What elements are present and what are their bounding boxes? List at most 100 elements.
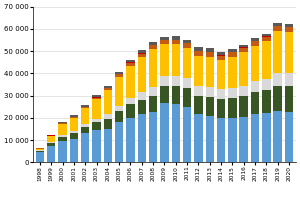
Bar [251, 38, 259, 41]
Bar [47, 142, 56, 143]
Bar [194, 114, 203, 162]
Bar [274, 26, 282, 31]
Bar [206, 87, 214, 97]
Bar [239, 85, 248, 95]
Bar [92, 95, 101, 97]
Bar [160, 76, 169, 85]
Bar [239, 95, 248, 117]
Bar [70, 131, 78, 133]
Bar [251, 46, 259, 81]
Bar [194, 95, 203, 114]
Bar [172, 40, 180, 45]
Bar [262, 79, 271, 90]
Bar [239, 47, 248, 48]
Bar [251, 92, 259, 114]
Bar [47, 146, 56, 162]
Bar [70, 133, 78, 139]
Bar [58, 137, 67, 141]
Bar [115, 122, 123, 162]
Bar [92, 119, 101, 122]
Bar [251, 41, 259, 46]
Bar [262, 41, 271, 79]
Bar [103, 90, 112, 114]
Bar [194, 56, 203, 85]
Bar [92, 99, 101, 119]
Bar [138, 54, 146, 57]
Bar [160, 37, 169, 40]
Bar [239, 48, 248, 52]
Bar [217, 99, 225, 118]
Bar [285, 112, 293, 162]
Bar [47, 136, 56, 142]
Bar [149, 45, 158, 49]
Bar [172, 45, 180, 76]
Bar [58, 124, 67, 135]
Bar [81, 124, 89, 127]
Bar [160, 45, 169, 76]
Bar [172, 104, 180, 162]
Bar [183, 43, 191, 48]
Bar [149, 112, 158, 162]
Bar [36, 148, 44, 149]
Bar [92, 98, 101, 99]
Bar [262, 37, 271, 41]
Bar [138, 92, 146, 100]
Bar [81, 127, 89, 133]
Bar [36, 151, 44, 152]
Bar [217, 60, 225, 89]
Bar [126, 63, 135, 66]
Bar [274, 85, 282, 111]
Bar [126, 60, 135, 62]
Bar [115, 111, 123, 122]
Bar [92, 122, 101, 130]
Bar [274, 111, 282, 162]
Bar [115, 106, 123, 111]
Bar [217, 118, 225, 162]
Bar [115, 77, 123, 106]
Bar [36, 152, 44, 162]
Bar [92, 130, 101, 162]
Bar [36, 150, 44, 151]
Bar [183, 88, 191, 107]
Bar [228, 52, 237, 57]
Bar [70, 115, 78, 117]
Bar [206, 97, 214, 116]
Bar [58, 141, 67, 162]
Bar [149, 87, 158, 95]
Bar [115, 72, 123, 74]
Bar [183, 78, 191, 88]
Bar [58, 123, 67, 124]
Bar [206, 116, 214, 162]
Bar [126, 62, 135, 63]
Bar [138, 114, 146, 162]
Bar [274, 73, 282, 85]
Bar [228, 57, 237, 88]
Bar [217, 55, 225, 56]
Bar [36, 149, 44, 150]
Bar [172, 85, 180, 104]
Bar [183, 107, 191, 162]
Bar [103, 114, 112, 119]
Bar [183, 48, 191, 78]
Bar [262, 36, 271, 37]
Bar [262, 113, 271, 162]
Bar [58, 122, 67, 123]
Bar [81, 105, 89, 107]
Bar [115, 74, 123, 77]
Bar [103, 86, 112, 88]
Bar [81, 108, 89, 124]
Bar [285, 85, 293, 112]
Bar [149, 49, 158, 87]
Bar [285, 27, 293, 32]
Bar [274, 31, 282, 73]
Bar [285, 24, 293, 27]
Bar [138, 50, 146, 53]
Bar [251, 81, 259, 92]
Bar [274, 23, 282, 26]
Bar [70, 118, 78, 131]
Bar [103, 119, 112, 129]
Bar [126, 104, 135, 118]
Bar [70, 139, 78, 162]
Bar [228, 88, 237, 98]
Bar [262, 33, 271, 36]
